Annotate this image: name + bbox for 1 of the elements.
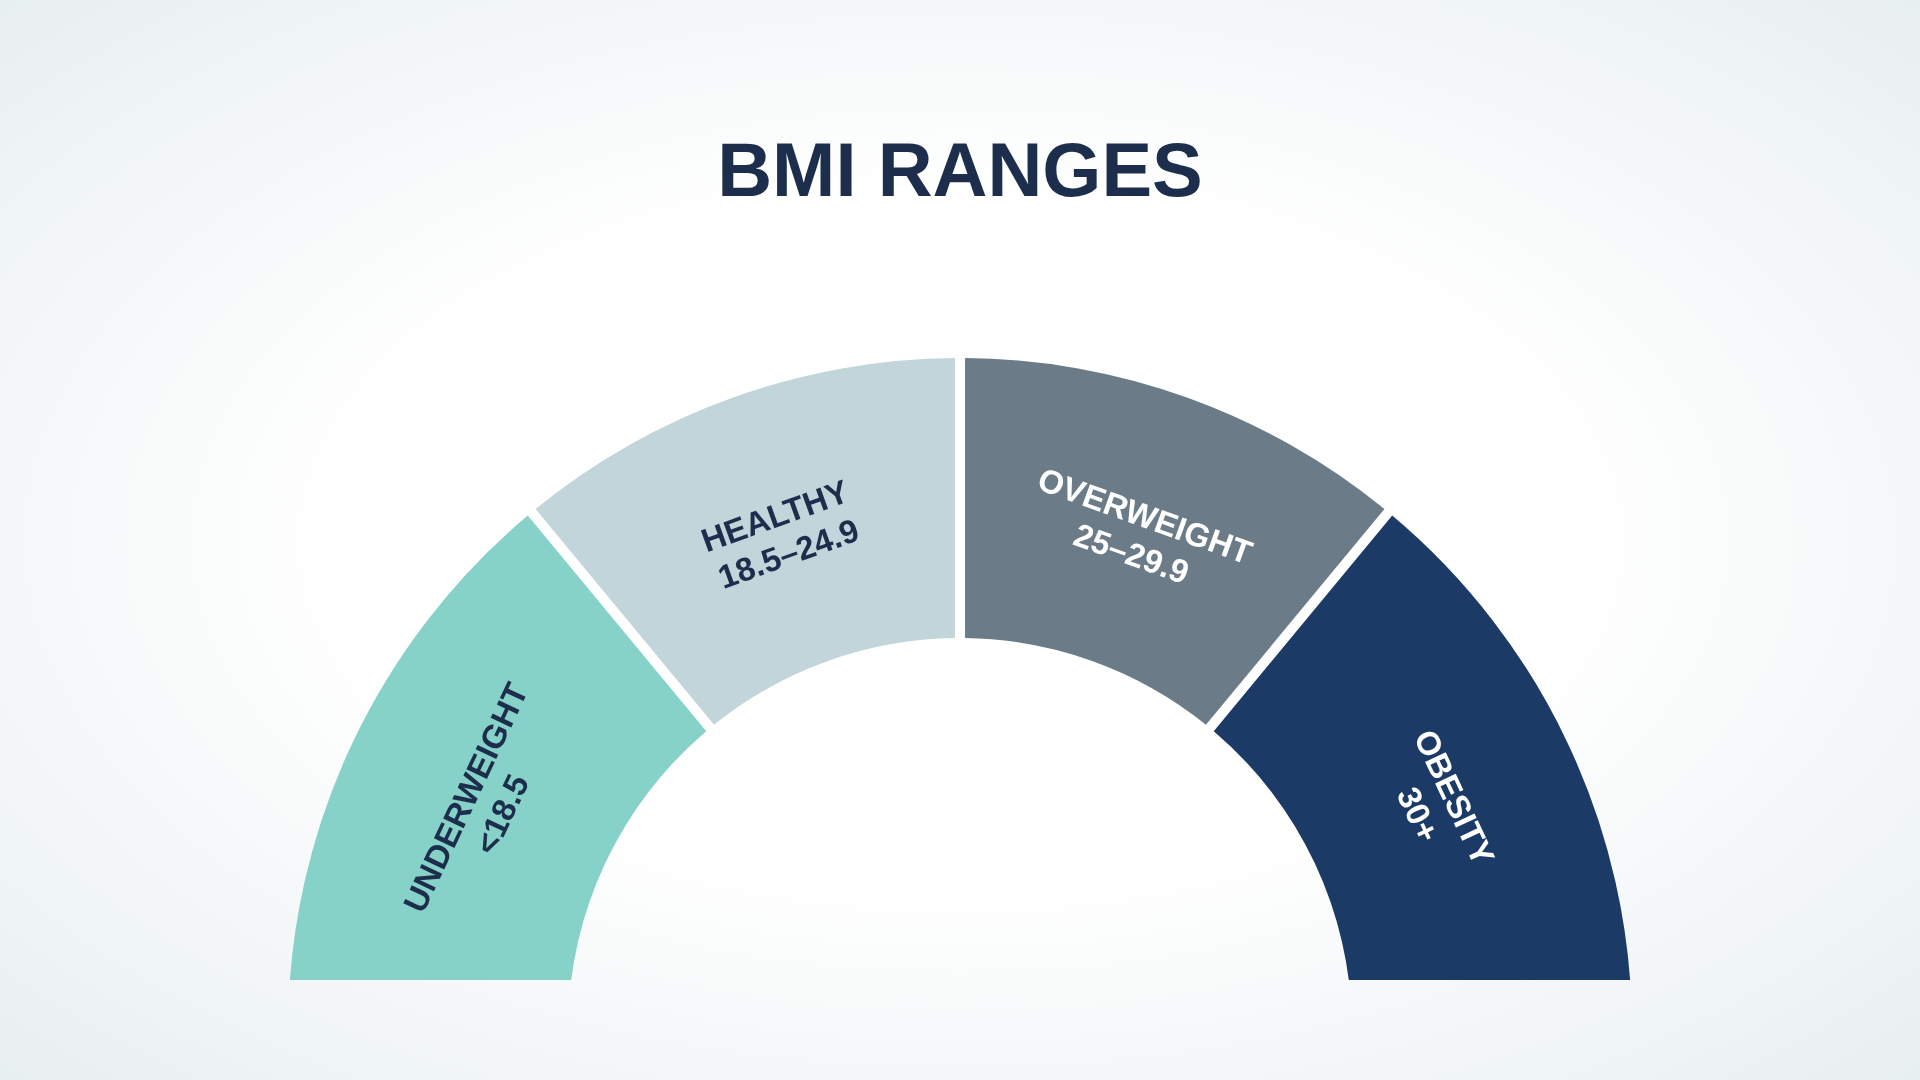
chart-title: BMI RANGES (717, 127, 1203, 212)
